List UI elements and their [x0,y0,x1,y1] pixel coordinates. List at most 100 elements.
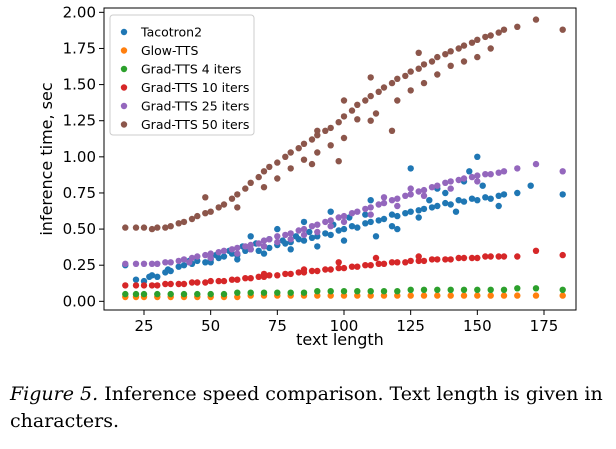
point-s5-63 [287,165,294,172]
point-s3-39 [388,259,396,266]
legend-box [109,14,255,136]
point-s0-57 [514,189,521,197]
point-s0-45 [428,204,436,211]
point-s1-27 [474,292,481,299]
point-s0-64 [300,218,308,226]
point-s5-48 [447,48,454,55]
point-s0-88 [426,197,433,204]
point-s1-17 [340,292,348,299]
point-s0-89 [362,211,369,218]
point-s2-19 [367,288,374,295]
point-s2-2 [140,290,148,298]
point-s1-19 [367,292,374,299]
point-s5-28 [314,132,321,139]
y-tick-label: 1.75 [63,39,96,57]
point-s3-19 [255,273,262,280]
point-s3-10 [194,279,201,286]
point-s4-41 [402,192,409,199]
points-layer [122,16,566,301]
point-s4-24 [287,230,294,237]
point-s4-49 [455,176,462,184]
point-s0-55 [495,192,502,199]
point-s5-21 [266,163,273,171]
point-s5-52 [474,36,481,43]
point-s4-16 [234,244,241,252]
point-s5-85 [335,158,342,165]
point-s5-66 [367,117,374,124]
point-s0-48 [447,201,454,208]
point-s0-78 [372,233,380,240]
point-s4-55 [495,169,502,176]
point-s5-36 [367,92,374,100]
point-s0-11 [202,259,209,266]
point-s5-23 [282,153,289,160]
point-s5-71 [354,116,361,123]
point-s4-30 [327,217,334,224]
point-s5-20 [260,168,268,175]
point-s3-61 [372,254,380,262]
point-s5-70 [474,53,481,61]
point-s2-10 [247,289,254,296]
point-s4-38 [380,199,388,207]
legend-marker [120,84,128,91]
point-s5-43 [415,65,422,72]
legend-label: Tacotron2 [140,25,202,40]
point-s5-8 [180,218,188,226]
point-s4-77 [247,246,254,253]
point-s4-53 [482,171,489,178]
point-s5-32 [340,113,348,120]
point-s3-18 [247,275,254,282]
point-s4-29 [322,218,329,226]
point-s5-15 [228,195,236,202]
point-s0-39 [388,211,396,218]
point-s4-6 [167,259,174,266]
point-s3-35 [362,262,369,269]
point-s2-25 [447,286,454,293]
point-s4-1 [132,260,140,267]
point-s3-50 [460,254,468,262]
point-s2-17 [340,288,348,295]
point-s3-40 [394,259,401,266]
point-s5-9 [188,215,196,223]
legend-label: Grad-TTS 4 iters [141,62,241,77]
point-s2-3 [154,290,161,298]
point-s0-66 [247,233,254,240]
point-s3-45 [428,256,436,263]
point-s4-64 [367,211,374,218]
point-s2-16 [327,288,334,295]
point-s5-46 [434,53,441,61]
point-s4-61 [287,236,294,243]
point-s4-60 [260,243,268,250]
y-tick-label: 0.25 [63,256,96,274]
point-s0-59 [559,191,566,198]
point-s5-42 [407,68,414,75]
caption-text: Inference speed comparison. Text length … [10,383,603,432]
point-s3-13 [215,277,222,285]
point-s0-80 [442,189,449,197]
point-s2-7 [207,290,214,298]
point-s4-68 [474,178,481,185]
point-s4-37 [375,201,382,208]
point-s3-12 [207,277,214,285]
point-s5-18 [247,179,254,186]
point-s0-56 [500,191,508,198]
x-axis-ticks: 25 50 75 100 125 150 175 [134,310,558,335]
point-s5-62 [260,184,268,191]
point-s0-21 [266,244,273,252]
point-s5-51 [468,39,476,46]
point-s0-53 [482,194,489,201]
point-s1-29 [500,292,508,299]
point-s2-0 [122,290,129,298]
point-s1-25 [447,292,454,299]
point-s3-58 [532,247,540,254]
legend-label: Grad-TTS 25 iters [141,99,249,114]
point-s4-73 [407,185,414,192]
point-s3-22 [274,272,281,279]
point-s4-52 [474,172,481,179]
point-s2-22 [407,286,414,293]
point-s5-16 [234,191,241,198]
point-s5-45 [428,58,436,65]
point-s0-46 [434,202,441,210]
point-s4-72 [380,194,388,201]
figure-caption: Figure 5. Inference speed comparison. Te… [10,381,610,435]
